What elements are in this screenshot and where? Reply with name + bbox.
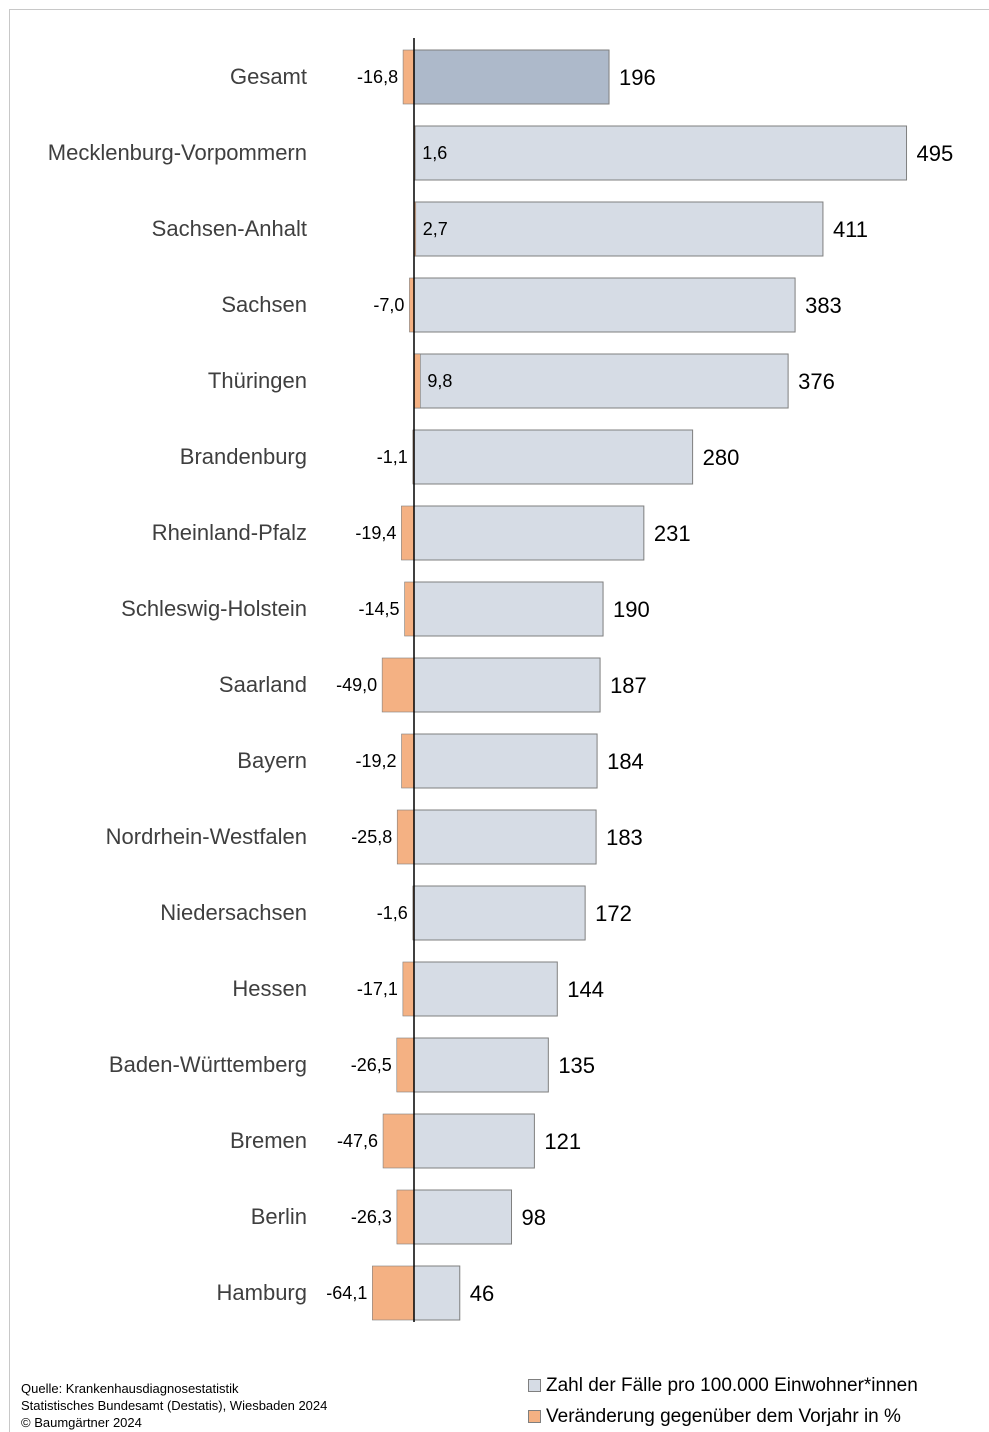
case-bar (413, 201, 824, 257)
change-bar (402, 961, 415, 1017)
category-label: Baden-Württemberg (109, 1052, 307, 1077)
legend-item-cases: Zahl der Fälle pro 100.000 Einwohner*inn… (528, 1370, 918, 1401)
category-label: Hamburg (217, 1280, 307, 1305)
category-label: Gesamt (230, 64, 307, 89)
case-bar (413, 1037, 549, 1093)
change-label: -14,5 (359, 599, 400, 619)
case-bar (413, 1113, 535, 1169)
case-bar (413, 961, 558, 1017)
change-label: -7,0 (373, 295, 404, 315)
source-line: Statistisches Bundesamt (Destatis), Wies… (21, 1398, 328, 1413)
change-label: -49,0 (336, 675, 377, 695)
change-label: -26,3 (351, 1207, 392, 1227)
case-bar (413, 885, 586, 941)
case-bar (413, 49, 610, 105)
category-label: Mecklenburg-Vorpommern (48, 140, 307, 165)
value-label: 196 (619, 65, 656, 90)
change-label: -47,6 (337, 1131, 378, 1151)
chart-frame (9, 9, 989, 1432)
change-label: -1,6 (377, 903, 408, 923)
value-label: 183 (606, 825, 643, 850)
case-bar (413, 581, 604, 637)
change-bar (396, 1189, 415, 1245)
legend-swatch-cases (528, 1379, 541, 1392)
category-label: Sachsen (221, 292, 307, 317)
legend-swatch-change (528, 1410, 541, 1423)
change-bar (402, 49, 415, 105)
legend-label-change: Veränderung gegenüber dem Vorjahr in % (546, 1405, 901, 1427)
change-bar (382, 1113, 415, 1169)
category-label: Schleswig-Holstein (121, 596, 307, 621)
case-bar (413, 277, 796, 333)
change-bar (372, 1265, 415, 1321)
case-bar (413, 429, 694, 485)
value-label: 172 (595, 901, 632, 926)
change-bar (381, 657, 415, 713)
case-bar (413, 505, 645, 561)
change-label: -64,1 (326, 1283, 367, 1303)
change-bar (396, 809, 415, 865)
value-label: 187 (610, 673, 647, 698)
value-label: 46 (470, 1281, 494, 1306)
copyright-line: © Baumgärtner 2024 (21, 1415, 142, 1430)
category-label: Berlin (251, 1204, 307, 1229)
legend-item-change: Veränderung gegenüber dem Vorjahr in % (528, 1401, 918, 1432)
source-note: Quelle: Krankenhausdiagnosestatistik Sta… (21, 1380, 327, 1431)
category-label: Niedersachsen (160, 900, 307, 925)
category-label: Hessen (232, 976, 307, 1001)
value-label: 231 (654, 521, 691, 546)
value-label: 121 (544, 1129, 581, 1154)
value-label: 376 (798, 369, 835, 394)
change-bar (396, 1037, 415, 1093)
case-bar (413, 1189, 513, 1245)
category-label: Bremen (230, 1128, 307, 1153)
case-bar (413, 733, 598, 789)
value-label: 135 (558, 1053, 595, 1078)
change-label: -1,1 (377, 447, 408, 467)
value-label: 280 (703, 445, 740, 470)
category-label: Nordrhein-Westfalen (106, 824, 307, 849)
category-label: Brandenburg (180, 444, 307, 469)
change-label: 9,8 (427, 371, 452, 391)
change-bar (404, 581, 415, 637)
category-label: Sachsen-Anhalt (152, 216, 307, 241)
case-bar (413, 809, 597, 865)
category-label: Thüringen (208, 368, 307, 393)
value-label: 495 (917, 141, 954, 166)
bar-chart: 196 -16,8 Gesamt 495 1,6 Mecklenburg-Vorpomme… (48, 38, 954, 1322)
case-bar (413, 1265, 461, 1321)
category-label: Bayern (237, 748, 307, 773)
source-line: Quelle: Krankenhausdiagnosestatistik (21, 1381, 239, 1396)
change-bar (401, 733, 415, 789)
value-label: 184 (607, 749, 644, 774)
case-bar (413, 657, 601, 713)
change-label: 1,6 (422, 143, 447, 163)
value-label: 144 (567, 977, 604, 1002)
case-bar (413, 125, 908, 181)
change-label: -25,8 (351, 827, 392, 847)
legend-label-cases: Zahl der Fälle pro 100.000 Einwohner*inn… (546, 1374, 918, 1396)
change-label: 2,7 (423, 219, 448, 239)
change-bar (401, 505, 415, 561)
legend: Zahl der Fälle pro 100.000 Einwohner*inn… (528, 1370, 918, 1432)
category-label: Rheinland-Pfalz (152, 520, 307, 545)
change-label: -16,8 (357, 67, 398, 87)
value-label: 411 (833, 217, 868, 242)
change-label: -19,2 (355, 751, 396, 771)
change-label: -26,5 (351, 1055, 392, 1075)
value-label: 190 (613, 597, 650, 622)
category-label: Saarland (219, 672, 307, 697)
case-bar (413, 353, 789, 409)
change-label: -17,1 (357, 979, 398, 999)
value-label: 383 (805, 293, 842, 318)
change-bar (413, 353, 421, 409)
value-label: 98 (522, 1205, 546, 1230)
change-label: -19,4 (355, 523, 396, 543)
